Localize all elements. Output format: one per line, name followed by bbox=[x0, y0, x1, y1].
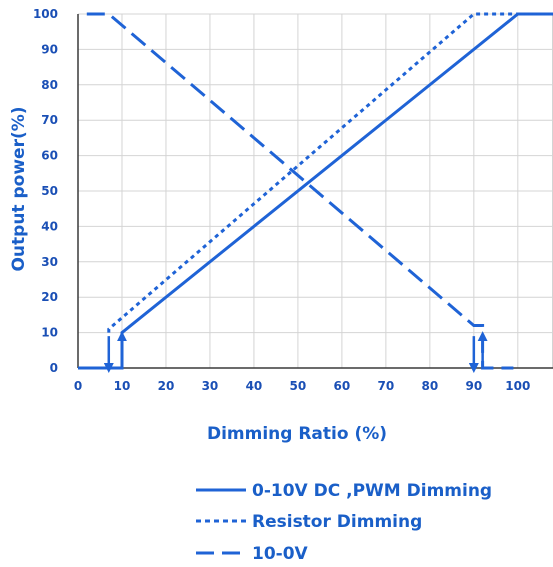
y-axis-title: Output power(%) bbox=[9, 106, 29, 271]
series-lines bbox=[78, 12, 553, 373]
legend-label-resistor: Resistor Dimming bbox=[252, 512, 422, 532]
x-axis-title: Dimming Ratio (%) bbox=[207, 424, 387, 444]
y-tick-label: 10 bbox=[41, 326, 58, 340]
series-line-10-0v bbox=[86, 12, 514, 370]
y-tick-label: 50 bbox=[41, 184, 58, 198]
x-tick-label: 40 bbox=[246, 379, 263, 393]
x-tick-label: 90 bbox=[465, 379, 482, 393]
x-tick-label: 60 bbox=[334, 379, 351, 393]
series-line-resistor-dimming bbox=[107, 12, 553, 333]
y-tick-label: 80 bbox=[41, 78, 58, 92]
y-tick-label: 0 bbox=[50, 361, 58, 375]
x-tick-label: 80 bbox=[422, 379, 439, 393]
y-tick-label: 30 bbox=[41, 255, 58, 269]
x-tick-label: 100 bbox=[505, 379, 530, 393]
x-tick-label: 20 bbox=[158, 379, 175, 393]
legend-label-10-0v: 10-0V bbox=[252, 544, 309, 564]
x-tick-label: 70 bbox=[378, 379, 395, 393]
y-tick-label: 20 bbox=[41, 290, 58, 304]
x-tick-label: 0 bbox=[74, 379, 82, 393]
y-tick-label: 100 bbox=[33, 7, 58, 21]
y-tick-label: 70 bbox=[41, 113, 58, 127]
tick-labels: 0 10 20 30 40 50 60 70 80 90 100 0 10 20 30 40 50 60 70 80 9… bbox=[33, 7, 530, 393]
y-tick-label: 40 bbox=[41, 219, 58, 233]
y-tick-label: 90 bbox=[41, 42, 58, 56]
legend: 0-10V DC ,PWM Dimming Resistor Dimming 1… bbox=[196, 481, 492, 564]
x-tick-label: 30 bbox=[202, 379, 219, 393]
x-tick-label: 50 bbox=[290, 379, 307, 393]
x-tick-label: 10 bbox=[114, 379, 131, 393]
legend-label-0-10v: 0-10V DC ,PWM Dimming bbox=[252, 481, 492, 501]
y-tick-label: 60 bbox=[41, 149, 58, 163]
